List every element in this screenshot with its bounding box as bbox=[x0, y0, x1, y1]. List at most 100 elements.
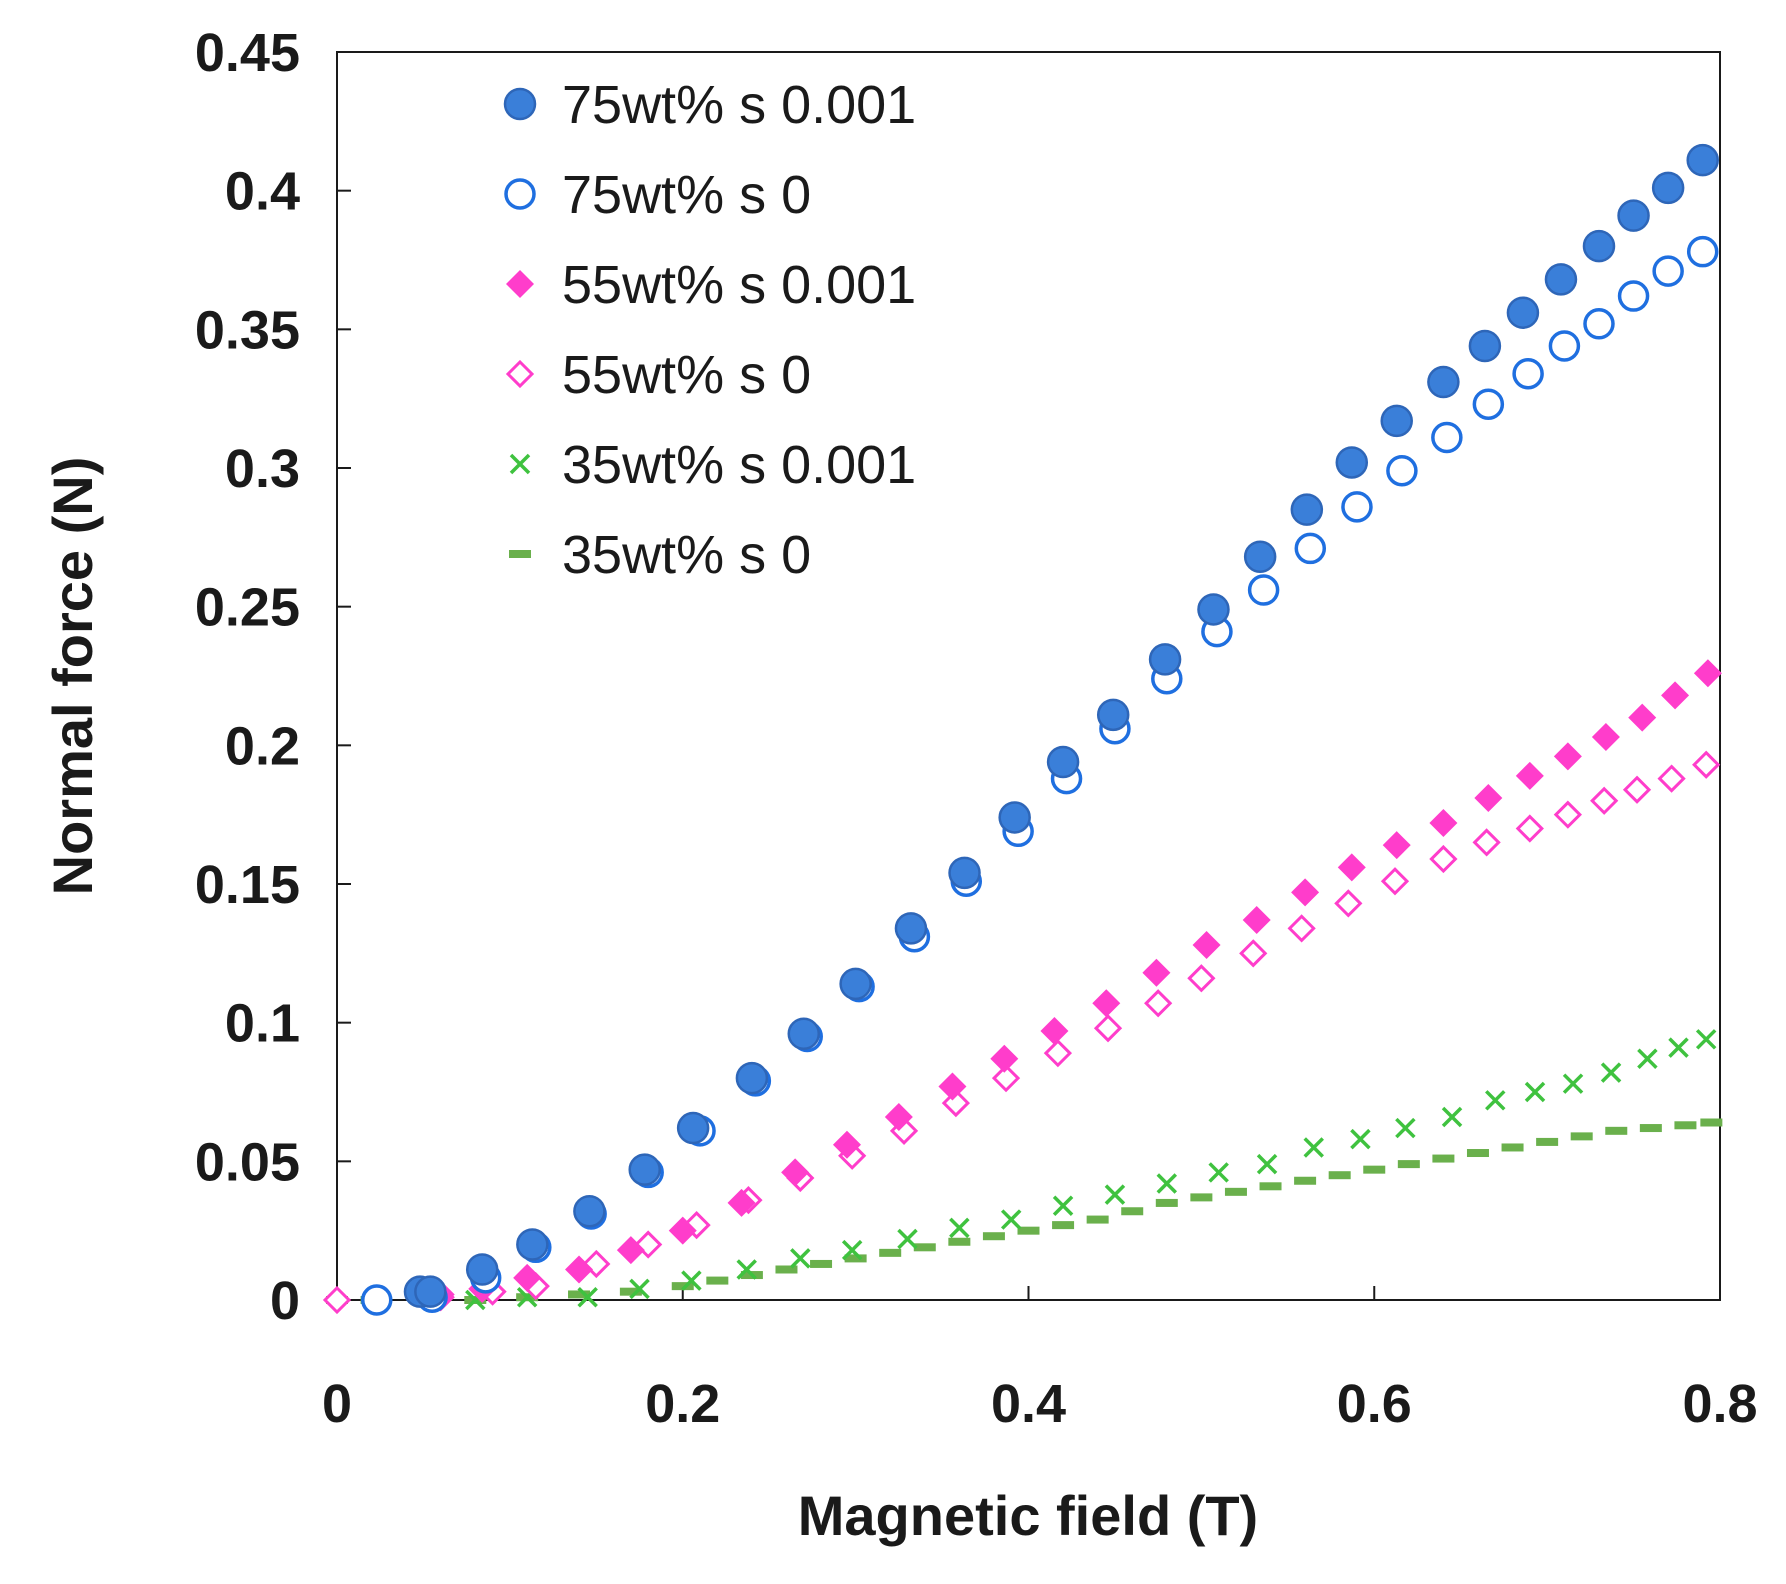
data-point bbox=[1637, 1048, 1658, 1069]
legend-marker bbox=[503, 87, 537, 121]
data-point bbox=[790, 1248, 811, 1269]
data-point bbox=[1506, 296, 1540, 329]
data-point bbox=[1651, 171, 1685, 205]
data-point bbox=[1515, 814, 1544, 843]
data-point bbox=[1303, 1137, 1324, 1158]
data-point bbox=[1431, 421, 1463, 454]
legend-label: 35wt% s 0.001 bbox=[562, 435, 916, 495]
data-point bbox=[1187, 964, 1216, 993]
y-tick-label: 0.1 bbox=[225, 994, 300, 1054]
data-point bbox=[1582, 229, 1616, 263]
data-point bbox=[884, 1102, 913, 1131]
data-point bbox=[1686, 143, 1719, 177]
data-point bbox=[1291, 878, 1320, 907]
data-point bbox=[1017, 1226, 1040, 1235]
data-point bbox=[839, 967, 872, 1001]
data-point bbox=[1544, 263, 1578, 296]
legend-marker bbox=[506, 270, 534, 298]
data-point bbox=[1156, 1173, 1178, 1194]
data-point bbox=[832, 1130, 861, 1159]
legend-marker bbox=[509, 550, 531, 558]
data-point bbox=[982, 1232, 1005, 1241]
data-point bbox=[1294, 532, 1327, 565]
data-point bbox=[1441, 1106, 1463, 1128]
data-point bbox=[1548, 330, 1581, 362]
data-point bbox=[841, 1239, 863, 1261]
data-point bbox=[513, 1263, 542, 1292]
y-tick-label: 0.05 bbox=[195, 1132, 300, 1192]
data-point bbox=[1427, 365, 1460, 399]
data-marks bbox=[322, 143, 1723, 1316]
data-point bbox=[938, 1072, 967, 1101]
data-point bbox=[1583, 308, 1615, 340]
data-point bbox=[948, 856, 981, 890]
data-point bbox=[1363, 1165, 1386, 1174]
data-point bbox=[1553, 800, 1582, 829]
data-point bbox=[671, 1282, 694, 1291]
data-point bbox=[894, 912, 928, 945]
data-point bbox=[781, 1158, 810, 1187]
data-point bbox=[1337, 853, 1366, 882]
data-point bbox=[1386, 455, 1418, 487]
data-point bbox=[1570, 1132, 1593, 1141]
y-axis: 0 0.05 0.1 0.15 0.2 0.25 0.3 0.35 0.4 0.45 bbox=[195, 23, 351, 1331]
x-axis-title: Magnetic field (T) bbox=[798, 1484, 1258, 1547]
data-point bbox=[1600, 1062, 1622, 1083]
data-point bbox=[1524, 1081, 1546, 1103]
data-point bbox=[628, 1153, 661, 1186]
y-axis-title: Normal force (N) bbox=[41, 457, 104, 896]
data-point bbox=[1121, 1207, 1144, 1216]
data-point bbox=[1243, 540, 1277, 573]
data-point bbox=[1515, 761, 1544, 790]
y-tick-label: 0.45 bbox=[195, 23, 300, 83]
data-point bbox=[465, 1253, 499, 1286]
data-point bbox=[775, 1265, 798, 1274]
series-2 bbox=[426, 659, 1722, 1309]
data-point bbox=[1472, 828, 1501, 857]
data-point bbox=[787, 1017, 821, 1051]
legend-label: 55wt% s 0 bbox=[562, 345, 811, 405]
data-point bbox=[1093, 1014, 1123, 1043]
data-point bbox=[1382, 831, 1411, 860]
data-point bbox=[1256, 1153, 1278, 1175]
data-point bbox=[1628, 703, 1657, 732]
data-point bbox=[1512, 357, 1544, 390]
data-point bbox=[990, 1044, 1019, 1073]
data-point bbox=[879, 1248, 902, 1257]
data-point bbox=[1661, 681, 1690, 710]
data-point bbox=[1432, 1154, 1455, 1163]
data-point bbox=[1617, 280, 1650, 312]
data-point bbox=[616, 1236, 645, 1265]
x-tick-label: 0.2 bbox=[645, 1374, 720, 1434]
y-tick-label: 0.4 bbox=[225, 162, 300, 222]
data-point bbox=[735, 1061, 769, 1095]
data-point bbox=[1104, 1184, 1126, 1205]
data-point bbox=[1668, 1037, 1689, 1058]
data-point bbox=[1536, 1137, 1559, 1146]
data-point bbox=[1224, 1187, 1247, 1196]
data-point bbox=[1466, 1149, 1489, 1158]
data-point bbox=[1247, 574, 1280, 606]
data-point bbox=[1380, 867, 1410, 896]
data-point bbox=[949, 1217, 970, 1239]
legend-label: 55wt% s 0.001 bbox=[562, 255, 916, 315]
data-point bbox=[1397, 1160, 1420, 1169]
data-point bbox=[706, 1276, 729, 1285]
data-point bbox=[1000, 1209, 1022, 1230]
data-point bbox=[1657, 764, 1686, 793]
x-tick-label: 0.8 bbox=[1682, 1374, 1757, 1434]
data-point bbox=[1040, 1016, 1069, 1045]
data-point bbox=[1190, 1193, 1213, 1202]
data-point bbox=[1328, 1171, 1351, 1180]
data-point bbox=[1334, 889, 1363, 918]
data-point bbox=[1674, 1121, 1697, 1130]
data-point bbox=[948, 1237, 971, 1246]
data-point bbox=[1144, 989, 1173, 1018]
data-point bbox=[629, 1278, 650, 1300]
data-point bbox=[810, 1259, 833, 1268]
data-point bbox=[1192, 931, 1221, 960]
data-point bbox=[1429, 808, 1458, 837]
data-point bbox=[668, 1216, 697, 1245]
data-point bbox=[1287, 914, 1316, 943]
